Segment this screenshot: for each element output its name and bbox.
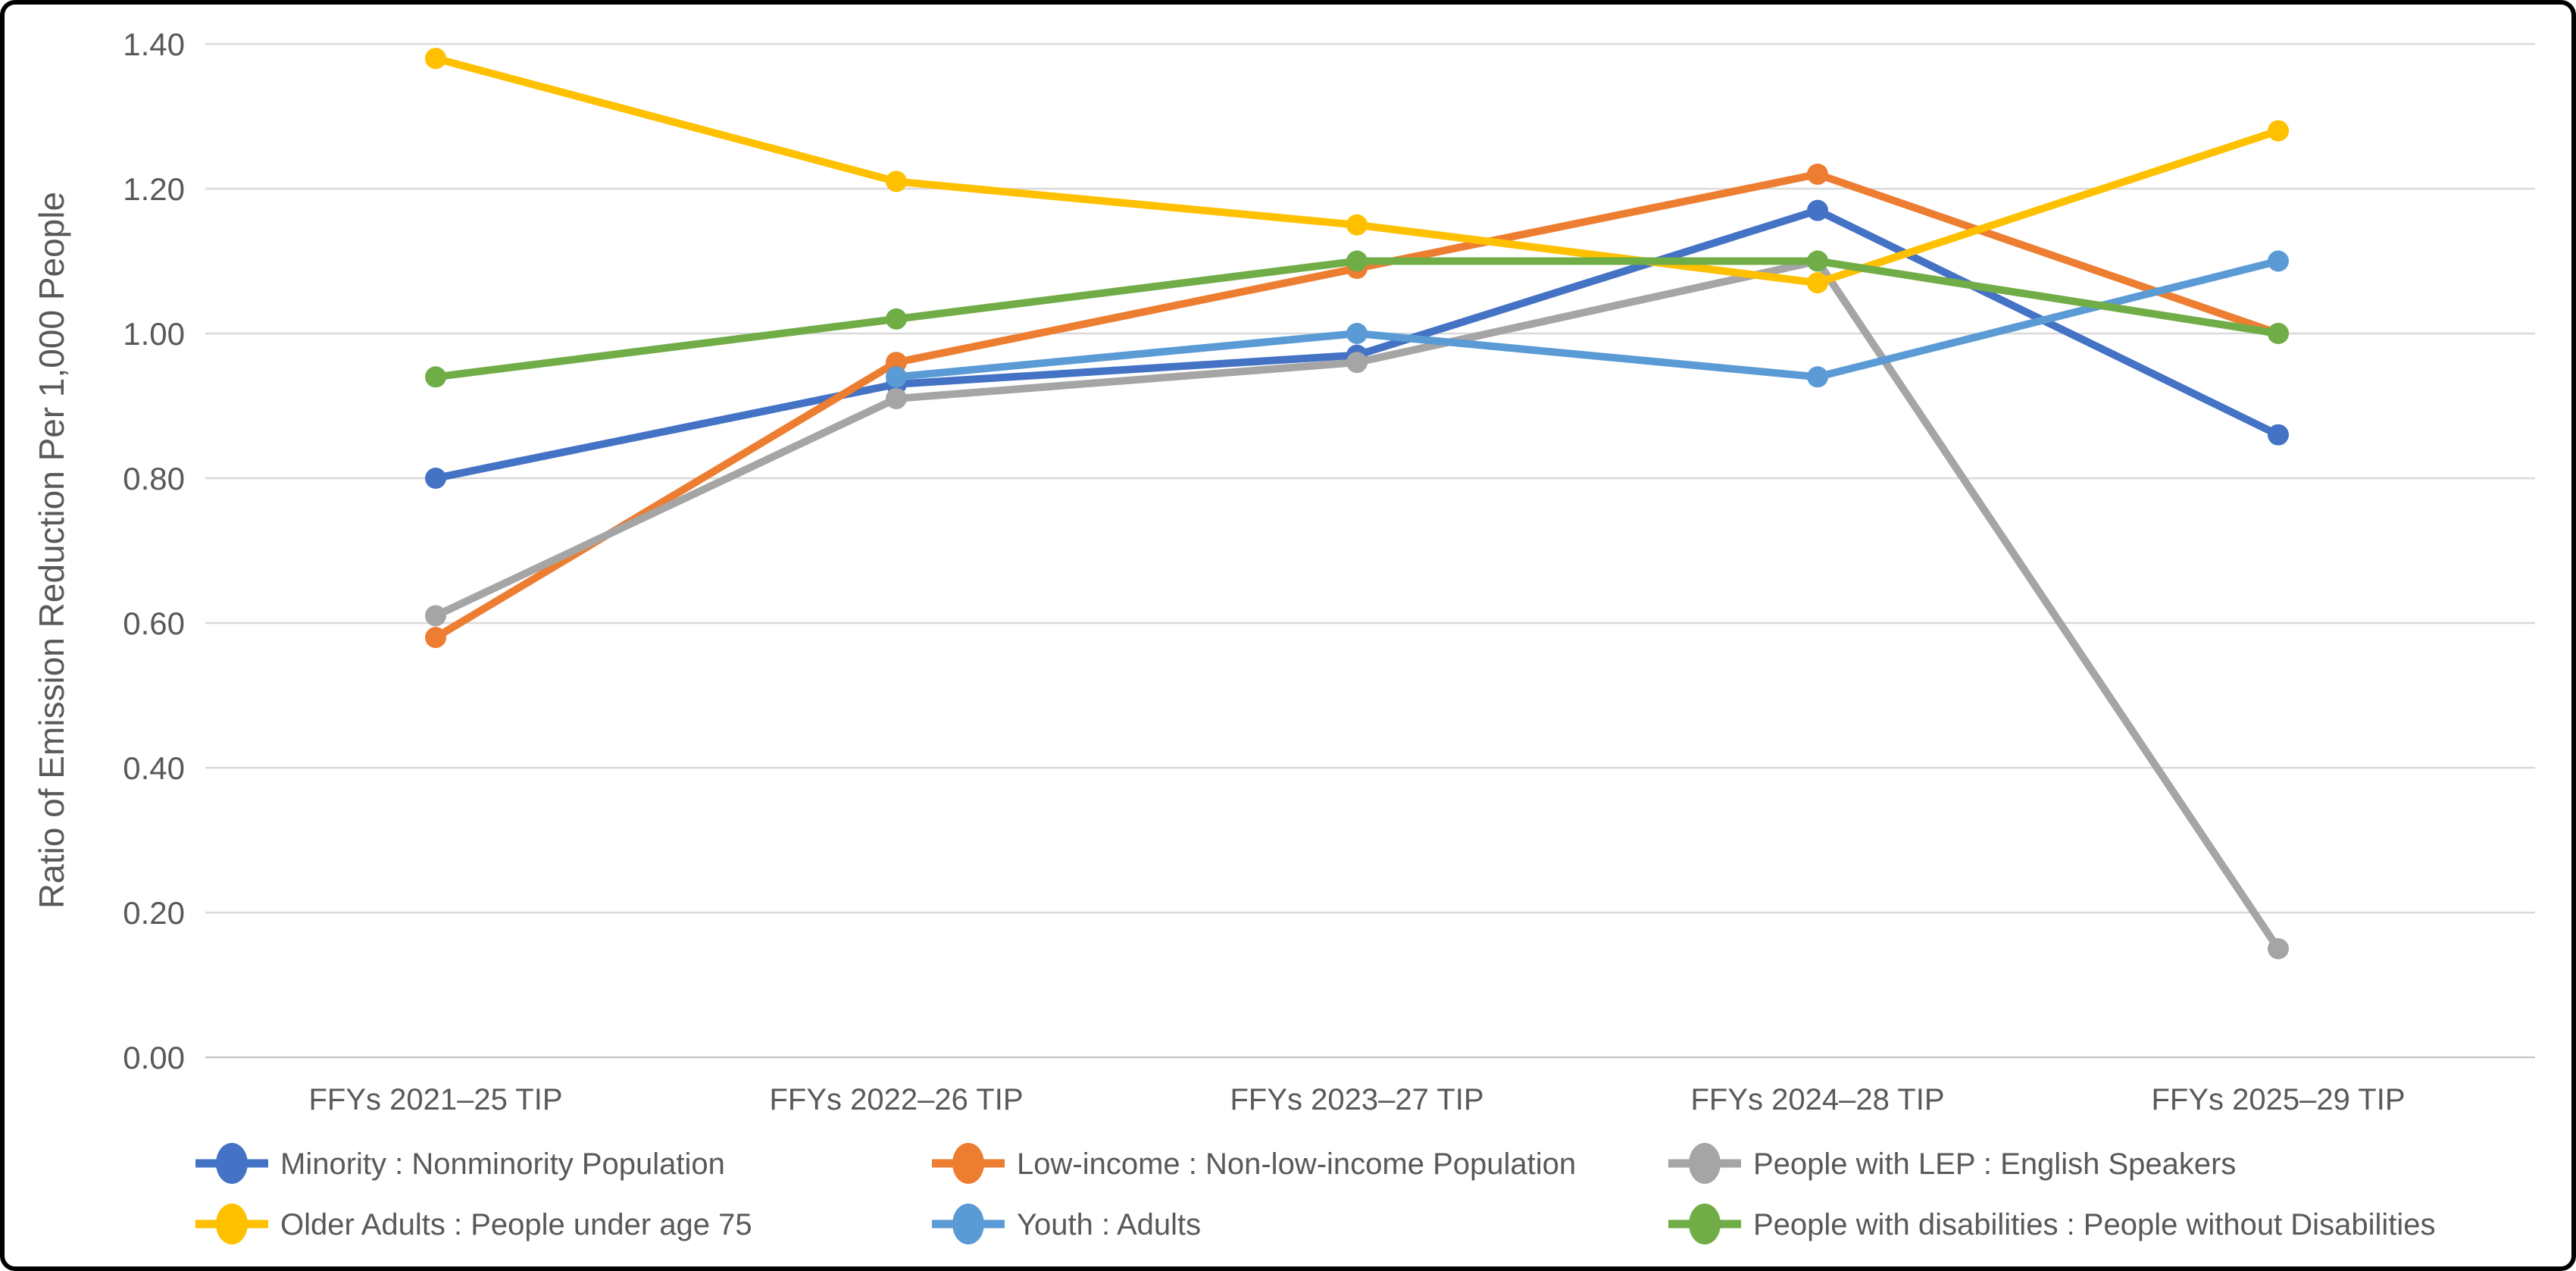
ratio-line-chart: 0.00 0.20 0.40 0.60 0.80 1.00 1.20 1.40 FFYs 20… <box>32 27 2535 1244</box>
legend-marker-icon <box>952 1143 984 1184</box>
data-point-marker <box>1346 323 1368 344</box>
data-point-marker <box>1807 366 1828 388</box>
series-line-youth-adults <box>886 250 2289 388</box>
series-path <box>433 170 2280 641</box>
series-path <box>896 257 2280 381</box>
legend-label: Youth : Adults <box>1017 1208 1201 1241</box>
series-line-low-income-non-low-income-population <box>425 163 2289 649</box>
x-axis-label: FFYs 2024–28 TIP <box>1691 1083 1945 1116</box>
legend-item-low-income-non-low-income-population: Low-income : Non-low-income Population <box>932 1143 1576 1184</box>
data-point-marker <box>886 387 907 409</box>
legend-label: People with disabilities : People withou… <box>1753 1208 2435 1241</box>
legend-label: Minority : Nonminority Population <box>280 1147 725 1181</box>
y-tick-label: 0.20 <box>123 895 185 931</box>
data-point-marker <box>1346 250 1368 272</box>
legend-item-minority-nonminority-population: Minority : Nonminority Population <box>195 1143 725 1184</box>
data-point-marker <box>886 171 907 193</box>
legend-label: Low-income : Non-low-income Population <box>1017 1147 1576 1181</box>
data-point-marker <box>2268 323 2289 344</box>
legend-marker-icon <box>952 1204 984 1244</box>
y-tick-label: 1.00 <box>123 316 185 352</box>
data-point-marker <box>2268 250 2289 272</box>
y-tick-label: 0.00 <box>123 1040 185 1075</box>
series-line-people-with-lep-english-speakers <box>425 250 2289 960</box>
y-axis-tick-labels: 0.00 0.20 0.40 0.60 0.80 1.00 1.20 1.40 <box>123 27 185 1075</box>
x-axis-label: FFYs 2023–27 TIP <box>1230 1083 1484 1116</box>
data-point-marker <box>2268 424 2289 446</box>
y-tick-label: 0.40 <box>123 750 185 786</box>
legend-item-youth-adults: Youth : Adults <box>932 1204 1201 1244</box>
data-point-marker <box>1807 199 1828 221</box>
x-axis-label: FFYs 2021–25 TIP <box>309 1083 563 1116</box>
y-tick-label: 1.20 <box>123 171 185 207</box>
legend-item-older-adults-people-under-age-75: Older Adults : People under age 75 <box>195 1204 752 1244</box>
data-point-marker <box>886 366 907 388</box>
y-axis-title: Ratio of Emission Reduction Per 1,000 Pe… <box>32 192 71 909</box>
series-path <box>434 55 2280 287</box>
x-axis-label: FFYs 2022–26 TIP <box>770 1083 1024 1116</box>
legend-marker-icon <box>216 1143 248 1184</box>
legend-marker-icon <box>1689 1204 1721 1244</box>
data-point-marker <box>425 468 446 489</box>
legend-item-people-with-disabilities-people-without-disabilities: People with disabilities : People withou… <box>1668 1204 2435 1244</box>
data-point-marker <box>1807 250 1828 272</box>
y-tick-label: 0.80 <box>123 461 185 496</box>
legend-marker-icon <box>1689 1143 1721 1184</box>
series-line-older-adults-people-under-age-75 <box>425 48 2289 294</box>
data-point-marker <box>425 627 446 649</box>
y-tick-label: 1.40 <box>123 27 185 62</box>
data-point-marker <box>1346 214 1368 236</box>
data-point-marker <box>425 48 446 70</box>
data-point-marker <box>886 308 907 330</box>
legend-item-people-with-lep-english-speakers: People with LEP : English Speakers <box>1668 1143 2236 1184</box>
data-point-marker <box>1807 272 1828 294</box>
data-point-marker <box>2268 938 2289 960</box>
series-line-people-with-disabilities-people-without-disabilities <box>425 250 2289 388</box>
data-point-marker <box>1346 352 1368 374</box>
data-point-marker <box>2268 120 2289 142</box>
legend-label: People with LEP : English Speakers <box>1753 1147 2236 1181</box>
data-point-marker <box>1807 163 1828 185</box>
x-axis-label: FFYs 2025–29 TIP <box>2152 1083 2406 1116</box>
series-group <box>425 48 2289 960</box>
legend-label: Older Adults : People under age 75 <box>280 1208 752 1241</box>
gridlines-group <box>205 42 2535 1059</box>
legend-marker-icon <box>216 1204 248 1244</box>
y-tick-label: 0.60 <box>123 606 185 641</box>
legend: Minority : Nonminority Population Low-inc… <box>195 1143 2435 1244</box>
data-point-marker <box>425 366 446 388</box>
x-axis-category-labels: FFYs 2021–25 TIP FFYs 2022–26 TIP FFYs 202… <box>309 1083 2406 1116</box>
data-point-marker <box>425 605 446 627</box>
